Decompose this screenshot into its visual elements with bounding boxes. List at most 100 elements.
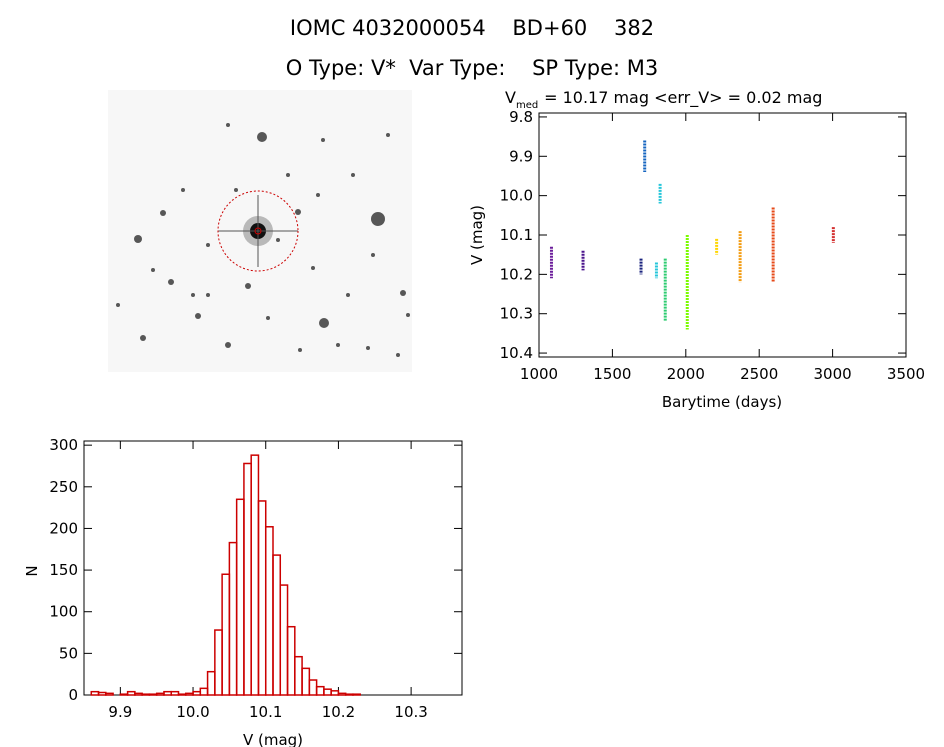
star-6 [245,283,251,289]
lc-ytick-label-4: 10.2 [500,265,533,283]
lc-plot-frame [538,112,907,358]
hist-axis-ticks: 9.9 10.0 10.1 10.2 10.3 0 50 100 150 200 250 300 [49,436,462,721]
hist-bar-35 [344,693,354,696]
hist-ytick-label-1: 50 [59,644,78,662]
hist-y-axis-label: N [23,565,41,576]
hist-ytick-label-4: 200 [49,519,78,537]
star-field-image [108,90,412,372]
hist-bar-25 [272,554,282,696]
lc-x-axis-label: Barytime (days) [662,393,782,411]
star-25 [116,303,120,307]
hist-bar-4 [119,693,129,696]
star-0 [257,132,267,142]
star-1 [371,212,385,226]
hist-bar-17 [214,629,223,696]
hist-bar-5 [126,690,136,696]
hist-bar-10 [163,690,172,696]
star-5 [168,279,174,285]
hist-bar-28 [294,655,303,696]
star-33 [206,243,210,247]
lc-title-v: V [505,88,516,107]
star-field-stars [116,123,410,357]
star-9 [346,293,350,297]
lc-ytick-label-2: 10.0 [500,187,533,205]
star-14 [140,335,146,341]
star-31 [386,133,390,137]
hist-bar-31 [315,685,325,696]
star-10 [195,313,201,319]
star-32 [321,138,325,142]
hist-bar-8 [148,693,158,696]
hist-bar-22 [250,454,260,696]
hist-xtick-label-4: 10.3 [394,703,427,721]
star-34 [336,343,340,347]
hist-bar-20 [235,498,245,696]
hist-bar-9 [155,692,165,696]
hist-bars [90,454,361,696]
hist-bar-6 [134,692,143,696]
star-16 [206,293,210,297]
hist-bar-30 [308,679,318,696]
hist-ytick-label-0: 0 [68,686,78,704]
star-26 [266,316,270,320]
hist-bar-12 [177,693,187,696]
star-29 [298,348,302,352]
hist-bar-26 [279,584,289,696]
hist-bar-14 [192,690,202,696]
star-19 [406,313,410,317]
hist-bar-29 [301,667,311,696]
histogram-chart: 9.9 10.0 10.1 10.2 10.3 0 50 100 150 200 250 300 V … [23,436,463,747]
star-12 [400,290,406,296]
hist-bar-36 [352,693,361,696]
hist-bar-19 [228,541,238,696]
target-marker-icon [254,227,262,235]
star-18 [276,238,280,242]
hist-bar-23 [257,500,267,696]
lc-y-axis-label: V (mag) [468,205,486,265]
hist-bar-24 [264,526,274,696]
lc-xtick-label-0: 1000 [520,365,558,383]
star-13 [366,346,370,350]
lc-data-points [549,140,835,330]
lc-axis-ticks: 1000 1500 2000 2500 3000 3500 9.8 9.9 10.0 10.1 10… [500,108,926,383]
star-8 [295,209,301,215]
lc-ytick-label-1: 9.9 [509,147,533,165]
chart-title-line2: O Type: V* Var Type: SP Type: M3 [285,56,659,80]
star-7 [286,173,290,177]
lc-ytick-label-3: 10.1 [500,226,533,244]
star-22 [181,188,185,192]
hist-bar-7 [141,693,151,696]
lc-xtick-label-4: 3000 [814,365,852,383]
star-23 [226,123,230,127]
hist-bar-13 [185,692,194,696]
lc-title-sub: med [516,100,538,111]
hist-bar-16 [206,670,216,696]
star-21 [351,173,355,177]
star-28 [234,188,238,192]
hist-xtick-label-0: 9.9 [108,703,132,721]
hist-xtick-label-1: 10.0 [176,703,209,721]
star-4 [319,318,329,328]
hist-ytick-label-3: 150 [49,561,78,579]
star-15 [311,266,315,270]
hist-ytick-label-6: 300 [49,436,78,454]
lc-ytick-label-6: 10.4 [500,344,533,362]
lc-title-rest: = 10.17 mag <err_V> = 0.02 mag [539,88,822,108]
hist-bar-33 [330,690,340,696]
hist-bar-1 [97,691,107,696]
hist-bar-15 [199,687,209,696]
hist-ytick-label-2: 100 [49,603,78,621]
hist-x-axis-label: V (mag) [243,731,303,747]
hist-bar-18 [221,573,231,696]
star-20 [316,193,320,197]
star-3 [160,210,166,216]
lc-xtick-label-5: 3500 [887,365,925,383]
star-30 [151,268,155,272]
hist-ytick-label-5: 250 [49,478,78,496]
hist-bar-2 [105,692,114,696]
star-24 [396,353,400,357]
star-27 [371,253,375,257]
star-17 [191,293,195,297]
hist-bar-0 [90,690,100,696]
hist-xtick-label-2: 10.1 [249,703,282,721]
